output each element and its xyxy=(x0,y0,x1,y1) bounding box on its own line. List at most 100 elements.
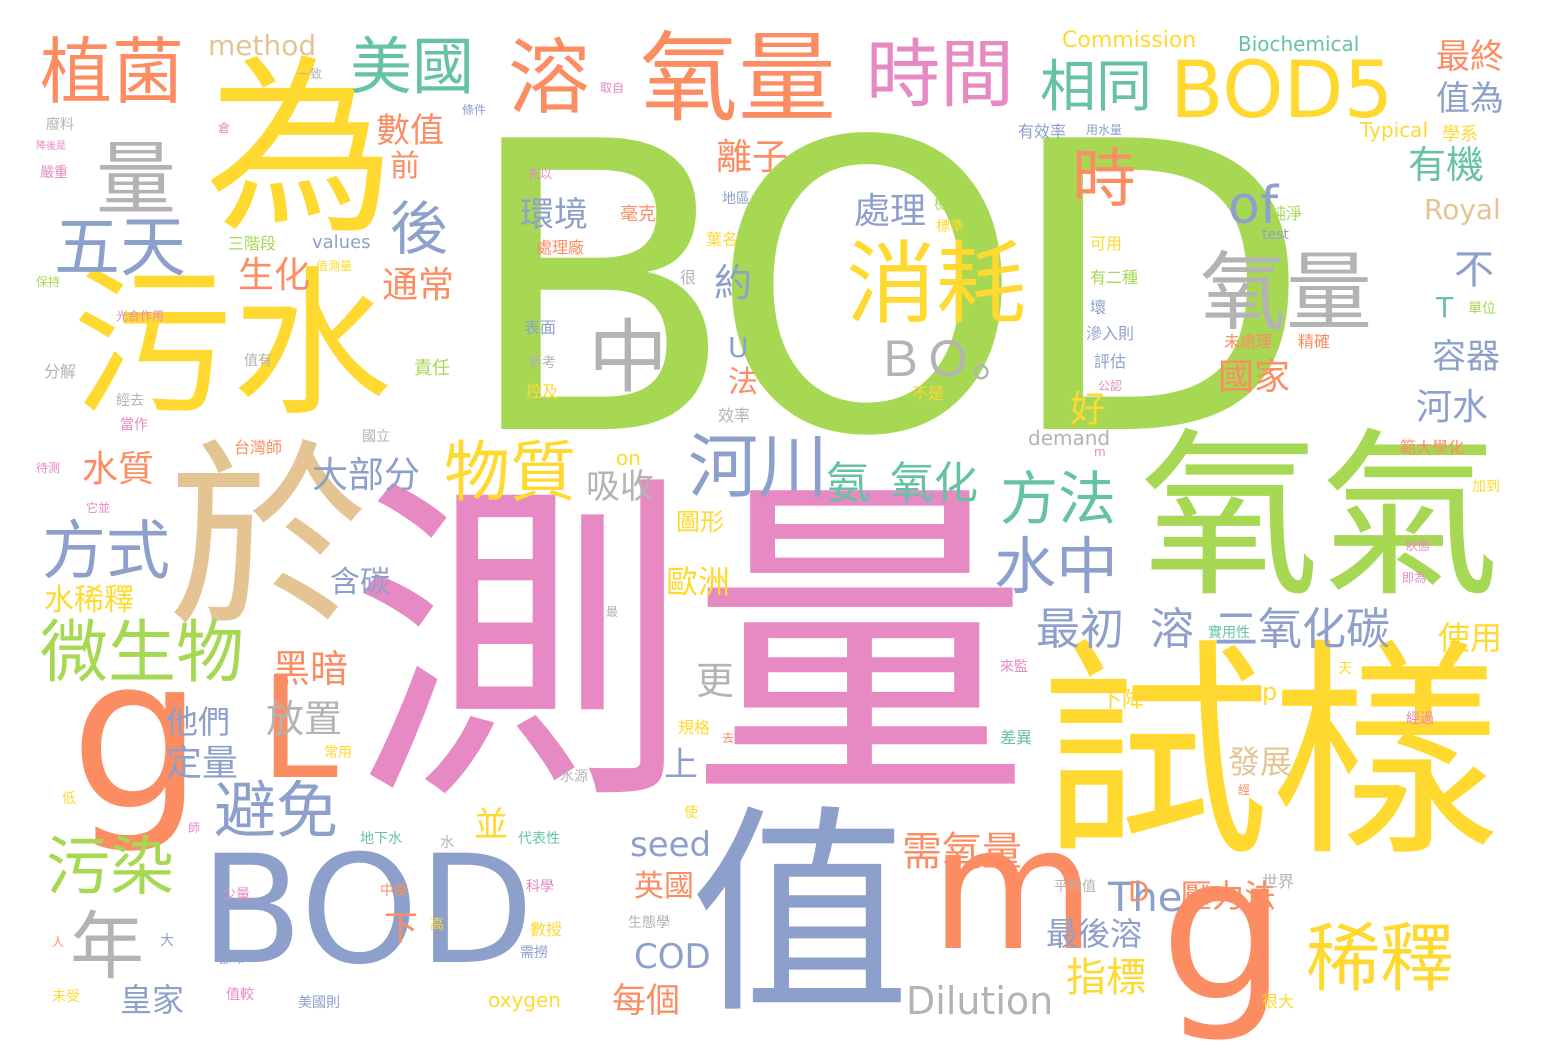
word: 不 xyxy=(1454,247,1494,293)
word: 法 xyxy=(728,365,758,400)
word: BOD xyxy=(200,824,534,998)
word: BOD5 xyxy=(1170,46,1394,136)
word: 值 xyxy=(690,787,911,1043)
word: 最後溶 xyxy=(1046,915,1143,953)
word: g xyxy=(70,612,204,857)
word: 水稀釋 xyxy=(44,583,134,618)
word: 環境 xyxy=(520,195,588,235)
word: 最 xyxy=(606,605,619,619)
word: m xyxy=(1094,445,1106,459)
word: 標準 xyxy=(936,219,964,235)
word: 少量 xyxy=(222,887,250,903)
word: 河水 xyxy=(1416,387,1489,428)
word: 污水 xyxy=(72,251,393,438)
word: 氨 xyxy=(826,458,870,509)
word: 常用 xyxy=(324,745,352,761)
word: 物質 xyxy=(444,434,576,511)
word: BOD xyxy=(462,59,1312,524)
word: 使用 xyxy=(1438,619,1503,657)
word: 並 xyxy=(474,805,508,845)
word: 光合作用 xyxy=(116,309,165,323)
word: 單位 xyxy=(1468,301,1496,317)
word: 不是 xyxy=(912,384,945,403)
word: 取自 xyxy=(600,81,625,95)
word: 下降 xyxy=(1100,688,1145,713)
word: 氧量 xyxy=(1200,243,1372,343)
word: 表面 xyxy=(524,318,557,337)
word: 師 xyxy=(188,821,201,835)
word: 純淨 xyxy=(1270,204,1303,223)
word: 污染 xyxy=(46,831,174,905)
word: 量 xyxy=(96,133,176,226)
word: 滲入則 xyxy=(1086,324,1135,343)
word: 使 xyxy=(684,805,698,821)
word: g xyxy=(1160,813,1287,1046)
word: 美國則 xyxy=(298,995,340,1011)
word: 稀釋 xyxy=(1306,916,1454,1002)
word: 他們 xyxy=(166,703,231,741)
word: 降後是 xyxy=(36,141,66,152)
word: method xyxy=(208,29,317,62)
word: 去 xyxy=(722,731,735,745)
word: 定量 xyxy=(166,743,239,784)
word: 評估 xyxy=(1094,352,1127,371)
word: p xyxy=(1262,678,1278,706)
word: 精確 xyxy=(1298,332,1331,351)
word: L xyxy=(260,648,338,811)
word: 值有 xyxy=(244,353,272,369)
word: COD xyxy=(634,937,711,977)
word: 經過 xyxy=(1406,711,1434,727)
word: 相同 xyxy=(1040,55,1152,120)
word: 微生物 xyxy=(40,614,245,693)
word: 有二種 xyxy=(1090,268,1139,287)
word: 範大學化 xyxy=(1400,438,1465,457)
word: 後 xyxy=(390,195,449,263)
word: 河川 xyxy=(688,426,828,508)
word: 水質 xyxy=(82,449,155,490)
word: 測量 xyxy=(350,450,1030,846)
word: 更 xyxy=(696,659,735,703)
word: 最初 xyxy=(1036,604,1124,655)
word: 地區 xyxy=(722,191,750,207)
word: 即為 xyxy=(1402,571,1427,585)
word: values xyxy=(312,232,371,253)
word: 待測 xyxy=(36,461,61,475)
word: 值測量 xyxy=(316,259,353,273)
word: The xyxy=(1108,875,1183,921)
word: 國立 xyxy=(362,429,390,445)
word: 上 xyxy=(664,745,698,785)
word: 於 xyxy=(168,423,369,656)
word: 一致 xyxy=(298,67,323,81)
word: 地下水 xyxy=(360,831,402,847)
word: 黑暗 xyxy=(272,647,349,691)
word: 需撈 xyxy=(520,945,548,961)
word: 公認 xyxy=(1098,379,1123,393)
word: test xyxy=(1262,227,1289,243)
word: 五天 xyxy=(54,209,186,286)
word: 分解 xyxy=(44,362,77,381)
word: 天 xyxy=(1338,661,1352,677)
word: 值為 xyxy=(1436,79,1504,119)
word: 低 xyxy=(62,791,76,807)
word: 避免 xyxy=(214,774,339,847)
word: 平均值 xyxy=(1054,879,1096,895)
word: 為 xyxy=(205,39,396,260)
word: D xyxy=(1128,875,1150,908)
word: 大部分 xyxy=(312,455,421,496)
word: 壓力法 xyxy=(1180,877,1277,915)
word: 三階段 xyxy=(228,234,277,253)
word: of xyxy=(1228,176,1279,236)
word: 未受 xyxy=(52,989,80,1005)
word: 大 xyxy=(160,933,174,949)
word: 下 xyxy=(384,909,418,949)
word: 中 xyxy=(588,311,668,404)
word: 前 xyxy=(390,149,420,184)
word: 台灣師 xyxy=(234,438,283,457)
word: 有機 xyxy=(1408,143,1485,187)
word: 它並 xyxy=(86,501,111,515)
word: 生態學 xyxy=(628,915,670,931)
word: 很 xyxy=(680,268,697,287)
word: 葉名 xyxy=(706,230,739,249)
word: 需氧量 xyxy=(902,829,1022,875)
